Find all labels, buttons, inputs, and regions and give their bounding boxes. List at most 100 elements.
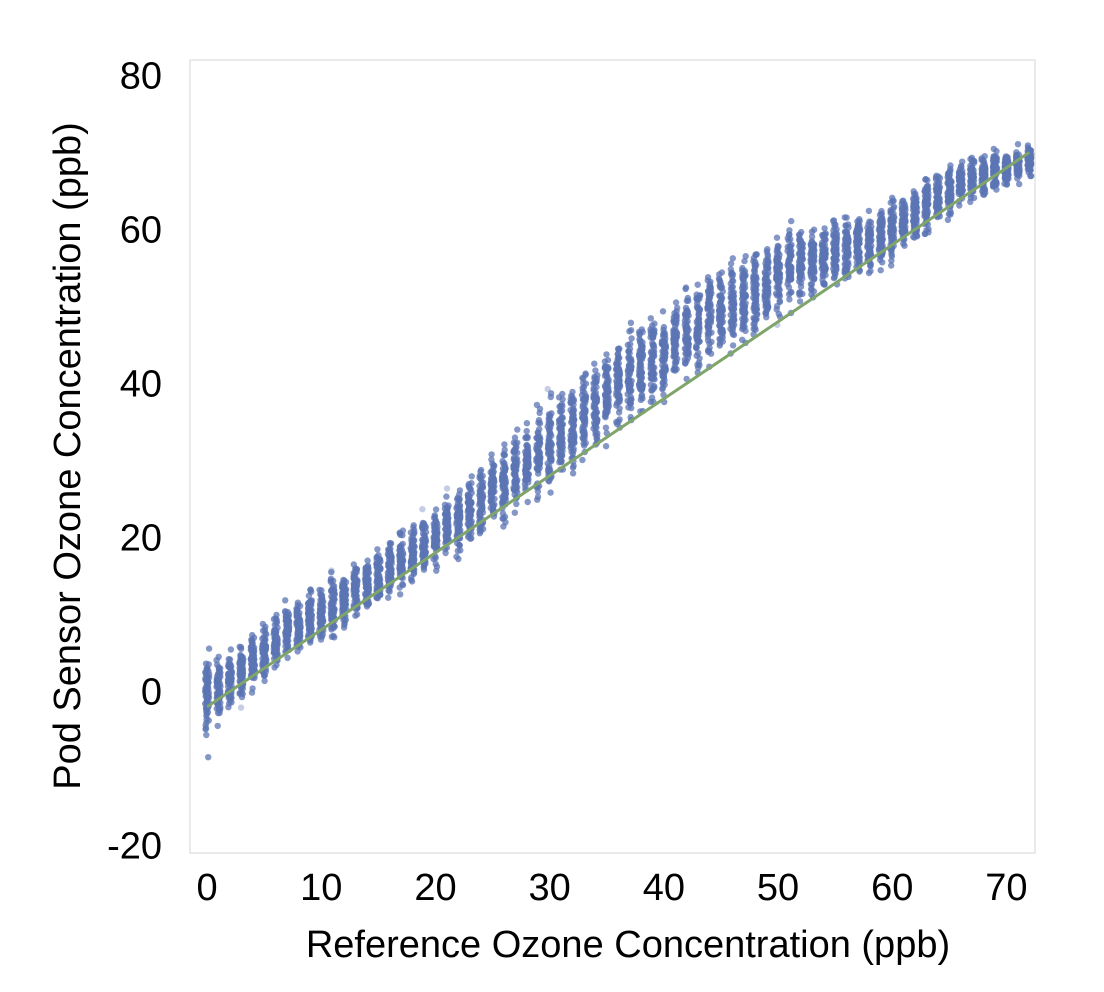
data-point	[318, 601, 326, 608]
data-point	[489, 460, 496, 467]
data-point	[647, 398, 654, 405]
data-point	[968, 164, 976, 171]
data-point	[285, 617, 292, 624]
data-point	[592, 405, 599, 412]
data-point	[602, 443, 610, 450]
data-point	[808, 233, 816, 240]
data-point	[856, 240, 863, 247]
data-point	[533, 441, 540, 449]
data-point	[636, 372, 643, 380]
data-point	[695, 311, 702, 318]
data-point	[890, 218, 897, 226]
data-point	[444, 508, 451, 515]
data-point	[739, 321, 746, 329]
data-point	[1003, 153, 1011, 161]
data-point	[388, 567, 395, 574]
data-point	[730, 289, 737, 296]
data-point	[636, 330, 643, 337]
data-point	[831, 250, 839, 257]
data-point	[512, 471, 519, 478]
data-point	[1005, 175, 1012, 182]
data-point	[308, 597, 315, 604]
data-point	[569, 450, 576, 457]
data-point	[741, 284, 749, 291]
data-point	[695, 324, 702, 332]
data-point	[944, 189, 952, 196]
data-point	[1003, 180, 1011, 188]
data-point	[307, 586, 314, 594]
data-point	[387, 545, 394, 552]
data-point	[672, 299, 680, 306]
data-point	[978, 156, 985, 164]
data-point	[694, 304, 701, 312]
data-point	[465, 482, 472, 490]
data-point	[330, 609, 337, 616]
data-point	[833, 226, 840, 233]
data-point	[307, 621, 315, 628]
data-point	[317, 636, 325, 643]
data-point	[237, 644, 245, 651]
data-point	[308, 607, 315, 614]
data-point	[524, 434, 531, 442]
data-point	[225, 663, 233, 671]
data-point	[636, 363, 644, 370]
data-point	[819, 232, 826, 240]
data-point	[476, 482, 483, 490]
data-point	[865, 226, 873, 234]
data-point	[704, 277, 711, 284]
data-point	[639, 343, 646, 350]
data-point	[705, 324, 712, 331]
data-point	[647, 315, 654, 322]
data-point	[765, 284, 772, 291]
data-point	[704, 304, 711, 311]
data-point	[980, 191, 988, 198]
data-point	[569, 413, 576, 421]
data-point	[579, 374, 586, 382]
data-point	[718, 313, 725, 320]
data-point	[512, 458, 519, 465]
data-point	[261, 677, 268, 685]
data-point	[397, 563, 404, 571]
data-point	[558, 441, 565, 448]
data-point	[248, 689, 256, 696]
data-point	[582, 407, 589, 414]
data-point	[740, 301, 747, 308]
data-point	[956, 176, 963, 184]
data-point	[535, 467, 542, 474]
data-point	[991, 158, 998, 166]
data-point	[544, 460, 551, 467]
data-point	[374, 569, 381, 576]
data-point	[548, 441, 555, 448]
data-point	[638, 355, 646, 363]
data-point	[272, 639, 279, 646]
data-point	[500, 452, 508, 459]
data-point	[547, 419, 554, 426]
data-point	[557, 447, 564, 455]
data-point	[271, 664, 278, 671]
data-point	[651, 320, 658, 327]
data-point	[536, 420, 544, 427]
data-point	[397, 591, 404, 598]
data-point	[864, 252, 871, 259]
data-point	[216, 668, 223, 676]
data-point	[327, 578, 334, 586]
data-point	[730, 311, 738, 318]
data-point	[214, 681, 221, 688]
data-point	[420, 520, 427, 527]
data-point	[546, 430, 554, 438]
data-point	[959, 158, 966, 165]
data-point	[465, 519, 472, 527]
data-point	[684, 307, 691, 315]
data-point	[604, 405, 611, 412]
data-point	[525, 461, 532, 468]
data-point	[261, 644, 268, 652]
data-point	[511, 509, 518, 516]
data-point	[591, 360, 598, 367]
data-point	[442, 516, 449, 524]
data-point	[671, 352, 678, 360]
data-point	[559, 415, 566, 422]
data-point	[649, 349, 657, 357]
data-point	[282, 643, 289, 650]
data-point	[433, 538, 440, 545]
